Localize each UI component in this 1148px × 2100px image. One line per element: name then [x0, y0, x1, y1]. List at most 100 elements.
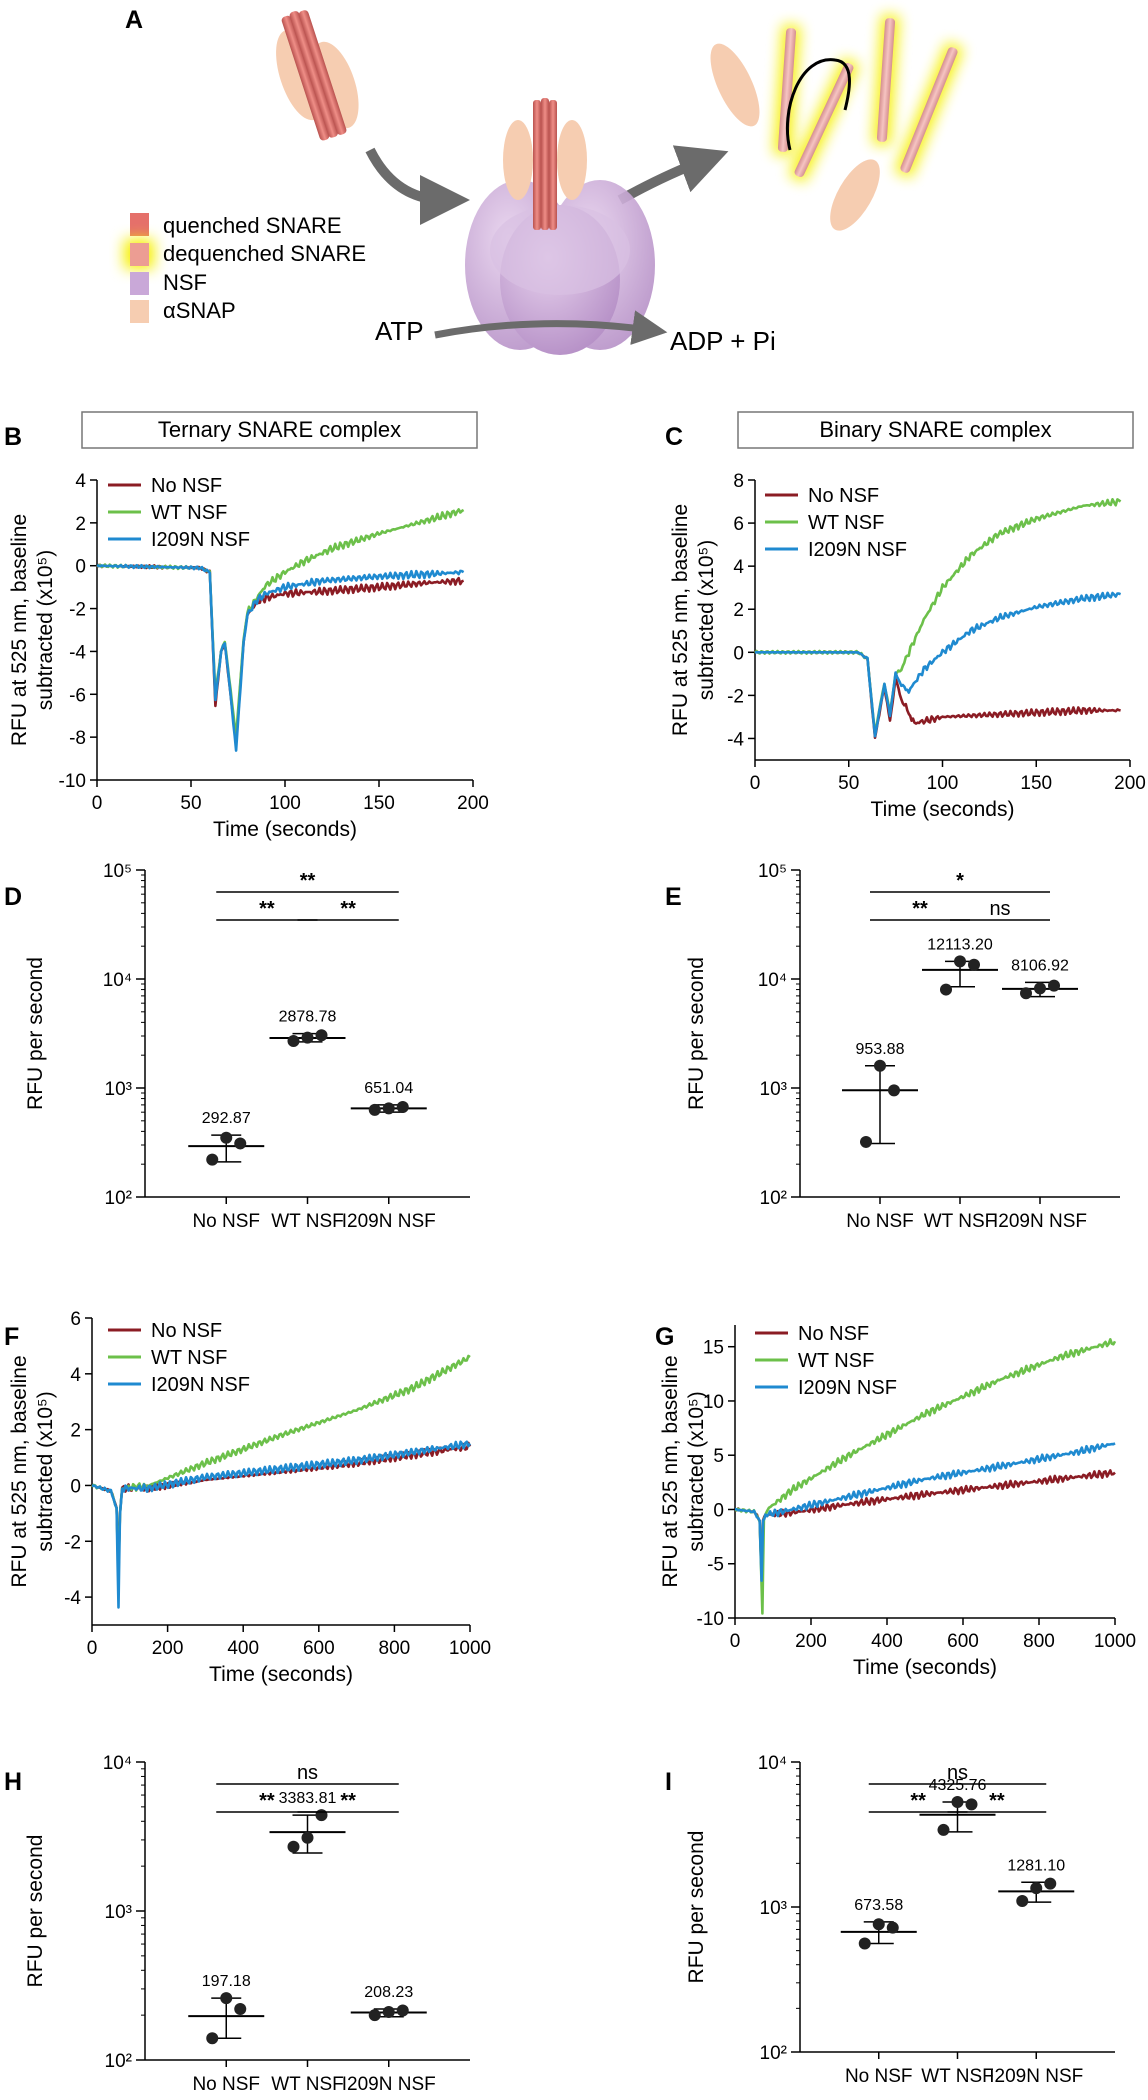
y-tick-label: 10⁵ — [103, 861, 132, 882]
legend-nsf: NSF — [163, 270, 207, 295]
x-axis-label: Time (seconds) — [853, 1656, 997, 1679]
panel-label: G — [655, 1323, 674, 1351]
data-point — [968, 958, 980, 971]
significance-label: ** — [300, 870, 316, 892]
snare-dequenched — [710, 14, 964, 231]
significance-label: ns — [297, 1762, 318, 1784]
data-point — [315, 1029, 328, 1042]
panel-label: B — [4, 423, 22, 451]
series-line-wt-nsf — [734, 1338, 1117, 1615]
legend-dequenched-snare: dequenched SNARE — [163, 241, 366, 266]
legend-label-no-nsf: No NSF — [808, 485, 879, 507]
series-line-i209n-nsf — [755, 591, 1122, 738]
legend-asnap: αSNAP — [163, 298, 236, 323]
panel-label: I — [665, 1768, 672, 1796]
y-tick-label: 2 — [70, 1421, 81, 1442]
data-point — [1048, 979, 1060, 992]
data-point — [1030, 1882, 1043, 1895]
y-tick-label: 10³ — [105, 1902, 132, 1923]
series-line-no-nsf — [734, 1469, 1116, 1575]
significance-label: * — [956, 870, 964, 892]
y-tick-label: 4 — [75, 471, 86, 492]
y-tick-label: 0 — [75, 557, 86, 578]
legend-label-i209n-nsf: I209N NSF — [151, 1374, 250, 1396]
mean-value-label: 4325.76 — [929, 1777, 987, 1794]
legend-label-i209n-nsf: I209N NSF — [808, 539, 907, 561]
x-tick-label: No NSF — [846, 1211, 914, 1232]
data-point — [206, 1153, 219, 1166]
legend-label-i209n-nsf: I209N NSF — [151, 529, 250, 551]
data-point — [1034, 982, 1046, 995]
data-point — [951, 1795, 964, 1808]
x-tick-label: 1000 — [1094, 1631, 1136, 1652]
panel-label-a: A — [125, 6, 143, 34]
data-point — [888, 1084, 900, 1097]
x-axis-label: Time (seconds) — [871, 798, 1015, 821]
arrow-release — [617, 145, 729, 205]
mean-value-label: 12113.20 — [927, 936, 993, 953]
data-point — [872, 1918, 885, 1931]
data-point — [1016, 1894, 1029, 1907]
x-tick-label: I209N NSF — [342, 1211, 436, 1232]
x-tick-label: No NSF — [192, 1211, 260, 1232]
y-tick-label: 10³ — [760, 1079, 787, 1100]
x-tick-label: 800 — [379, 1638, 411, 1659]
y-axis-label-line1: RFU at 525 nm, baseline — [659, 1355, 682, 1587]
x-axis-label: Time (seconds) — [213, 818, 357, 841]
y-tick-label: 10² — [760, 2043, 787, 2064]
data-point — [301, 1031, 314, 1044]
adp-label: ADP + Pi — [670, 326, 776, 356]
y-tick-label: 10 — [703, 1392, 724, 1413]
panel-label: H — [4, 1768, 22, 1796]
y-axis-label: RFU per second — [24, 957, 47, 1110]
y-tick-label: 10⁵ — [758, 861, 787, 882]
y-axis-label-line1: RFU at 525 nm, baseline — [669, 504, 692, 736]
data-point — [220, 1131, 233, 1144]
data-point — [886, 1921, 899, 1934]
series-line-i209n-nsf — [92, 1440, 472, 1609]
y-tick-label: 0 — [733, 643, 744, 664]
x-tick-label: 100 — [927, 773, 959, 794]
legend-quenched-snare: quenched SNARE — [163, 213, 342, 238]
x-tick-label: 100 — [269, 793, 301, 814]
mean-value-label: 3383.81 — [279, 1790, 337, 1807]
y-tick-label: -5 — [707, 1555, 724, 1576]
data-point — [954, 955, 966, 968]
data-point — [382, 1102, 395, 1115]
data-point — [1044, 1877, 1057, 1890]
y-tick-label: 0 — [713, 1500, 724, 1521]
data-point — [287, 1034, 300, 1047]
mean-value-label: 292.87 — [202, 1110, 251, 1127]
panel-label: F — [4, 1323, 19, 1351]
y-tick-label: 10² — [760, 1188, 787, 1209]
mean-value-label: 673.58 — [854, 1897, 903, 1914]
chart-panel-i: I 10² 10³ 10⁴ RFU per second No NSF 673.58 WT N… — [665, 1753, 1115, 2087]
y-tick-label: -8 — [69, 728, 86, 749]
significance-label: ** — [910, 1790, 926, 1812]
snare-complex-left — [276, 10, 359, 141]
data-point — [874, 1059, 886, 1072]
legend-label-i209n-nsf: I209N NSF — [798, 1377, 897, 1399]
chart-panel-d: D 10² 10³ 10⁴ 10⁵ RFU per second No NSF 292.87 W… — [4, 861, 470, 1232]
data-point — [315, 1809, 328, 1822]
data-point — [1020, 987, 1032, 1000]
x-tick-label: 600 — [303, 1638, 335, 1659]
data-point — [940, 983, 952, 996]
x-tick-label: 800 — [1023, 1631, 1055, 1652]
data-point — [206, 2032, 219, 2045]
x-tick-label: 600 — [947, 1631, 979, 1652]
data-point — [220, 1992, 233, 2005]
y-tick-label: -2 — [64, 1532, 81, 1553]
x-tick-label: 200 — [1114, 773, 1146, 794]
y-tick-label: 10² — [105, 2051, 132, 2072]
x-tick-label: WT NSF — [921, 2066, 993, 2087]
mean-value-label: 197.18 — [202, 1973, 251, 1990]
y-tick-label: -10 — [697, 1609, 724, 1630]
arrow-bind — [365, 147, 470, 225]
y-tick-label: 2 — [75, 514, 86, 535]
y-tick-label: 10³ — [760, 1898, 787, 1919]
mean-value-label: 208.23 — [364, 1984, 413, 2001]
chart-panel-h: H 10² 10³ 10⁴ RFU per second No NSF 197.18 WT N… — [4, 1753, 470, 2095]
mean-value-label: 8106.92 — [1011, 957, 1069, 974]
